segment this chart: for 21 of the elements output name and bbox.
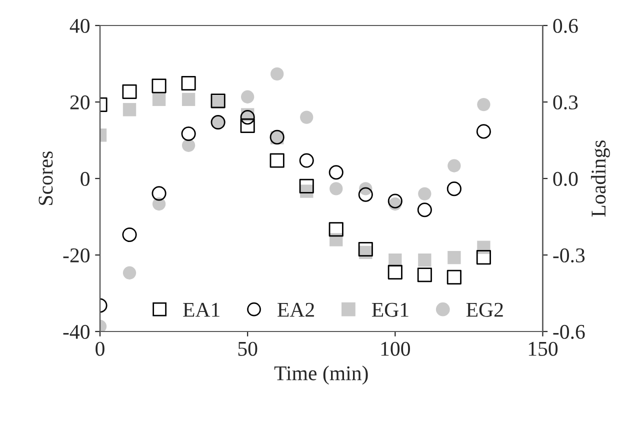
- legend-label: EA2: [278, 302, 314, 317]
- y-tick-label: -40: [63, 324, 90, 339]
- x-tick-label: 100: [381, 342, 410, 356]
- y2-tick-label: -0.3: [553, 248, 585, 263]
- legend-label: EG2: [466, 302, 503, 317]
- y-axis-title: Scores: [38, 151, 53, 205]
- y-tick-label: -20: [63, 248, 90, 262]
- x-tick-label: 0: [96, 342, 104, 356]
- y2-tick-label: 0.6: [553, 18, 578, 34]
- y2-tick-label: -0.6: [553, 324, 585, 340]
- x-tick-label: 150: [528, 342, 558, 356]
- y2-tick-label: 0.0: [553, 172, 578, 186]
- legend-label: EA1: [183, 302, 220, 317]
- x-tick-label: 50: [238, 342, 258, 356]
- y-tick-label: 0: [80, 172, 90, 186]
- y2-tick-label: 0.3: [553, 95, 578, 110]
- legend-label: EG1: [372, 302, 408, 317]
- x-axis-title: Time (min): [274, 366, 368, 385]
- y-tick-label: 20: [70, 95, 90, 110]
- y-tick-label: 40: [70, 18, 90, 33]
- y2-axis-title: Loadings: [590, 140, 610, 217]
